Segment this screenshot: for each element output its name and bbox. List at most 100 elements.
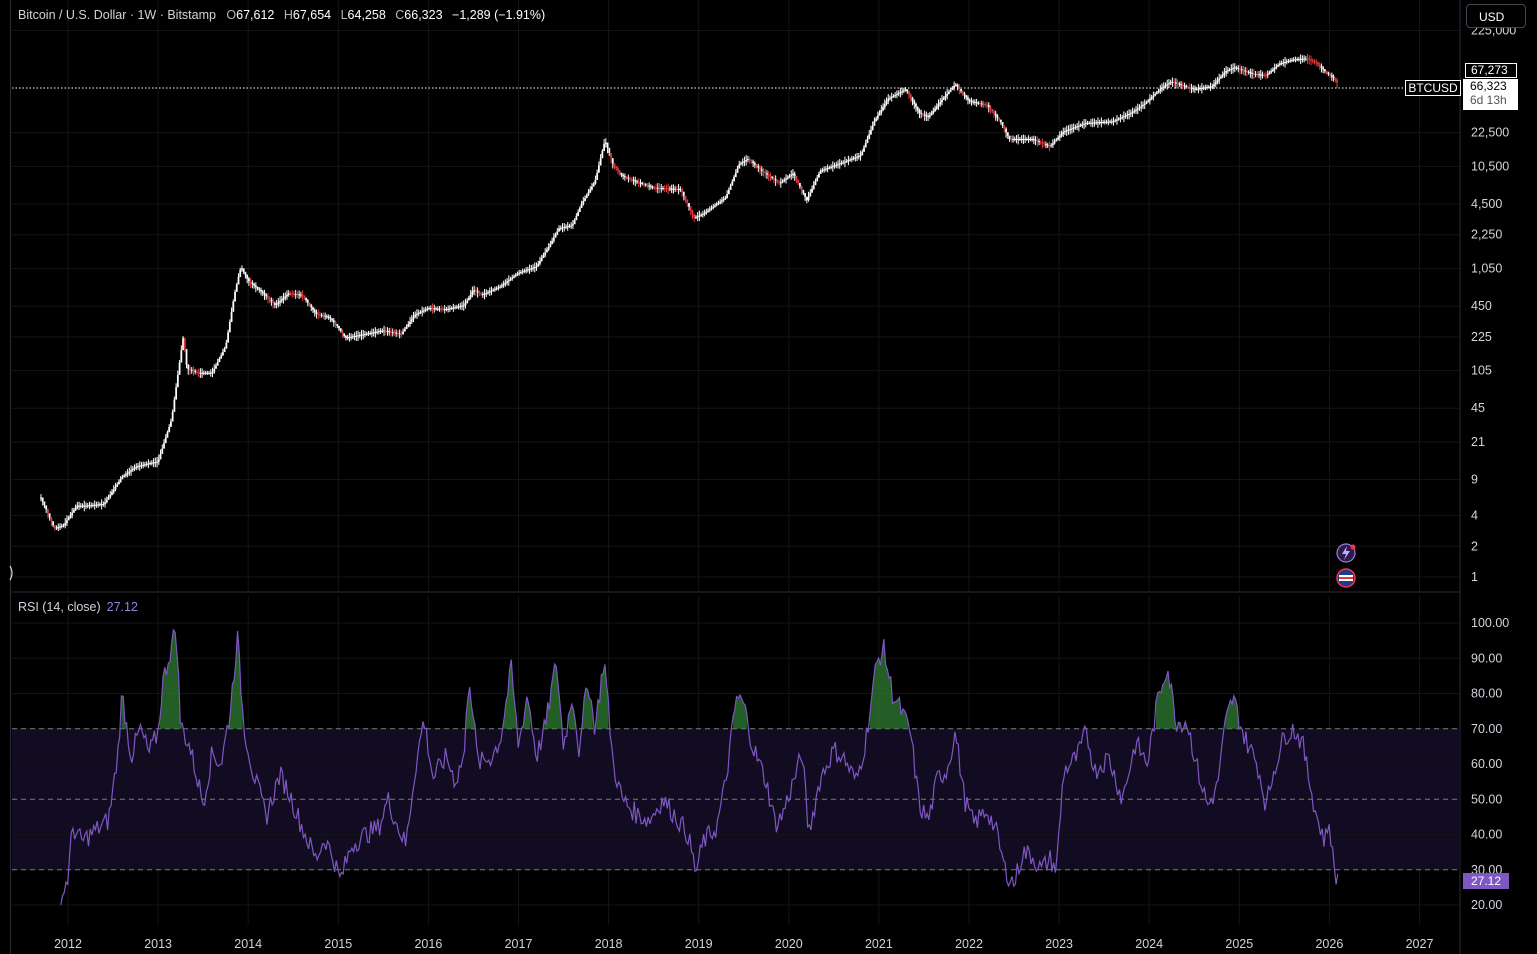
candle-body — [428, 308, 430, 310]
candle-body — [809, 192, 812, 197]
candle-body — [1237, 68, 1240, 70]
candle-body — [1240, 69, 1243, 71]
candle-body — [104, 502, 106, 504]
price-axis-tick: 9 — [1471, 473, 1478, 487]
candle-body — [1097, 122, 1099, 124]
candle-body — [86, 505, 89, 507]
time-axis-tick: 2014 — [234, 937, 262, 951]
candle-body — [941, 99, 943, 103]
candle-body — [772, 177, 775, 180]
candle-body — [138, 465, 141, 467]
lightning-icon[interactable] — [1336, 543, 1356, 563]
candle-body — [118, 481, 120, 485]
candle-body — [1303, 58, 1306, 60]
candle-body — [111, 492, 113, 495]
candle-body — [1055, 139, 1058, 142]
candle-body — [1168, 83, 1170, 85]
time-axis-tick: 2012 — [54, 937, 82, 951]
candle-body — [1239, 68, 1241, 70]
rsi-legend[interactable]: RSI (14, close) 27.12 — [18, 600, 138, 614]
symbol-title[interactable]: Bitcoin / U.S. Dollar · 1W · Bitstamp — [18, 8, 216, 22]
candle-body — [896, 94, 898, 96]
candle-body — [712, 206, 715, 208]
us-flag-icon[interactable] — [1336, 568, 1356, 588]
candle-body — [436, 308, 439, 310]
candle-body — [568, 225, 571, 227]
candle-body — [923, 114, 926, 116]
candle-body — [530, 268, 533, 270]
candle-body — [338, 326, 340, 329]
candle-body — [1256, 74, 1259, 76]
candle-body — [1301, 58, 1304, 60]
candle-body — [937, 104, 940, 107]
candle-body — [1226, 70, 1229, 72]
currency-button[interactable]: USD — [1466, 4, 1526, 28]
candle-body — [1275, 66, 1278, 69]
candle-body — [939, 102, 942, 105]
candle-body — [897, 93, 900, 95]
candle-body — [1003, 125, 1006, 129]
candle-body — [85, 505, 87, 507]
candle-body — [1027, 138, 1030, 140]
candle-body — [1081, 124, 1084, 126]
candle-body — [998, 117, 1001, 120]
candle-body — [332, 320, 335, 323]
candle-body — [228, 322, 231, 333]
rsi-overbought-fill — [596, 664, 609, 729]
candle-body — [999, 119, 1002, 123]
time-axis-tick: 2024 — [1135, 937, 1163, 951]
candle-body — [637, 181, 640, 183]
candle-body — [975, 102, 978, 104]
candle-body — [1001, 122, 1004, 126]
candle-body — [325, 316, 328, 318]
rsi-overbought-fill — [568, 704, 576, 729]
candle-body — [1284, 61, 1286, 63]
last-price-tag: 66,323 6d 13h — [1463, 79, 1518, 110]
candle-body — [388, 331, 391, 333]
time-axis-tick: 2022 — [955, 937, 983, 951]
candle-body — [535, 266, 538, 268]
candle-body — [603, 143, 605, 152]
candle-body — [433, 308, 436, 310]
candle-body — [353, 336, 356, 338]
rsi-axis-tick: 90.00 — [1471, 651, 1502, 665]
candle-body — [1123, 116, 1125, 118]
candle-body — [1322, 67, 1325, 70]
candle-body — [374, 332, 377, 334]
candle-body — [1289, 60, 1292, 62]
candle-body — [1145, 102, 1148, 104]
candle-body — [738, 164, 741, 169]
candle-body — [234, 291, 236, 302]
candle-body — [263, 292, 266, 295]
candle-body — [67, 517, 70, 521]
candle-body — [570, 225, 573, 227]
candle-body — [1088, 122, 1091, 124]
candle-body — [852, 158, 855, 160]
candle-body — [604, 142, 607, 144]
candle-body — [639, 182, 642, 184]
candle-body — [1039, 141, 1042, 143]
candle-body — [1065, 130, 1068, 132]
countdown-text: 6d 13h — [1470, 93, 1507, 107]
candle-body — [474, 290, 477, 292]
candle-body — [1174, 82, 1177, 84]
candle-body — [970, 101, 973, 103]
candle-body — [1105, 121, 1108, 123]
candle-body — [464, 303, 467, 306]
candle-body — [1230, 68, 1233, 70]
candle-body — [811, 188, 813, 193]
candle-body — [1259, 74, 1262, 76]
candle-body — [559, 227, 562, 229]
candle-body — [1013, 138, 1016, 140]
candle-body — [154, 462, 157, 464]
candle-body — [260, 289, 262, 292]
candle-body — [1148, 99, 1151, 101]
candle-body — [965, 95, 968, 98]
candle-body — [213, 368, 216, 373]
candle-body — [244, 271, 247, 276]
candle-body — [1164, 85, 1167, 87]
candle-body — [532, 267, 534, 269]
candle-body — [1282, 62, 1285, 64]
candle-body — [558, 228, 560, 232]
